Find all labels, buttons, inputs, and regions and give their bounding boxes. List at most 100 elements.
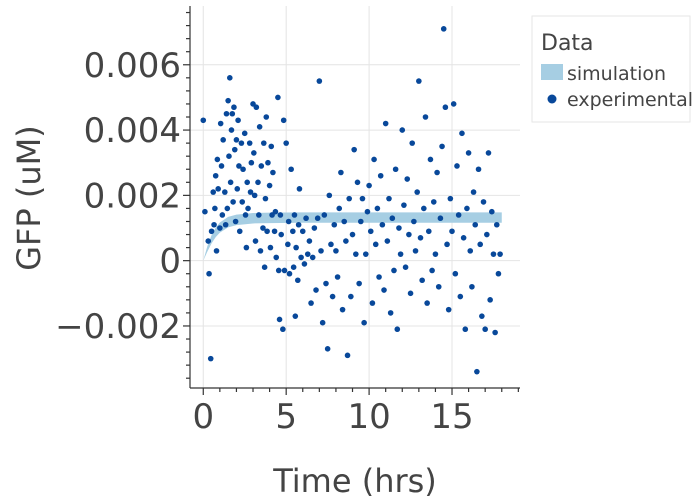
- data-point: [351, 146, 357, 153]
- data-point: [281, 267, 288, 274]
- data-point: [217, 120, 224, 127]
- simulation-layer: [203, 212, 502, 261]
- data-point: [452, 270, 459, 277]
- data-point: [222, 189, 228, 195]
- data-point: [224, 205, 231, 212]
- data-point: [348, 293, 354, 300]
- data-point: [215, 186, 221, 192]
- data-point: [366, 182, 372, 189]
- data-point: [275, 267, 282, 274]
- data-point: [331, 221, 338, 228]
- data-point: [497, 251, 503, 257]
- y-tick-label: 0.006: [84, 46, 181, 86]
- data-point: [416, 78, 422, 84]
- data-point: [270, 169, 276, 176]
- legend-marker-experimental: [547, 94, 557, 104]
- data-point: [485, 150, 492, 156]
- data-point: [356, 280, 362, 287]
- data-point: [484, 231, 490, 238]
- y-tick-label: 0.002: [84, 176, 181, 216]
- data-point: [261, 264, 268, 271]
- data-point: [251, 150, 257, 156]
- data-point: [354, 179, 361, 186]
- data-point: [207, 355, 214, 362]
- data-point: [467, 248, 474, 254]
- data-point: [286, 270, 293, 277]
- data-point: [293, 244, 299, 251]
- y-axis-title: GFP (uM): [10, 125, 48, 271]
- x-axis-title: Time (hrs): [272, 462, 437, 500]
- data-point: [213, 248, 220, 254]
- legend-title: Data: [541, 31, 594, 56]
- data-point: [472, 221, 479, 228]
- data-point: [273, 254, 280, 261]
- data-point: [267, 244, 274, 251]
- axes-layer: 0 5 10 15 −0.002 0 0.002 0.004 0.006: [55, 6, 520, 437]
- data-point: [482, 326, 488, 333]
- data-point: [407, 290, 414, 297]
- data-point: [262, 195, 269, 202]
- data-point: [490, 251, 497, 257]
- data-point: [391, 267, 397, 274]
- data-point: [432, 251, 439, 257]
- data-point: [454, 163, 460, 169]
- data-point: [459, 130, 465, 137]
- data-point: [439, 143, 445, 150]
- data-point: [226, 153, 232, 159]
- data-point: [392, 166, 399, 173]
- data-point: [495, 270, 502, 277]
- data-point: [402, 264, 409, 271]
- x-tick-label: 15: [430, 397, 473, 437]
- data-point: [371, 156, 377, 163]
- data-point: [243, 244, 250, 251]
- data-point: [493, 221, 500, 228]
- data-point: [414, 189, 420, 195]
- data-point: [409, 140, 416, 146]
- data-point: [447, 195, 454, 202]
- data-point: [379, 221, 386, 228]
- data-point: [231, 146, 238, 153]
- data-point: [381, 287, 387, 293]
- data-point: [353, 251, 359, 257]
- data-point: [223, 110, 230, 117]
- data-point: [427, 156, 434, 163]
- data-point: [239, 199, 246, 205]
- data-point: [242, 212, 249, 218]
- data-point: [228, 127, 235, 133]
- data-point: [255, 179, 261, 186]
- data-point: [306, 238, 313, 244]
- data-point: [386, 195, 392, 202]
- data-point: [445, 306, 452, 313]
- data-point: [462, 326, 469, 333]
- data-point: [256, 212, 262, 218]
- data-point: [210, 189, 217, 195]
- data-point: [474, 368, 480, 375]
- data-point: [311, 225, 318, 231]
- data-point: [212, 205, 218, 212]
- data-point: [271, 228, 278, 235]
- data-point: [296, 186, 303, 192]
- data-point: [314, 215, 321, 222]
- data-point: [235, 117, 241, 124]
- data-point: [457, 293, 464, 300]
- data-point: [220, 137, 226, 143]
- data-point: [253, 104, 260, 111]
- data-point: [260, 225, 266, 231]
- data-point: [265, 159, 271, 166]
- data-point: [364, 208, 371, 215]
- data-point: [285, 241, 291, 248]
- data-point: [323, 280, 329, 287]
- data-point: [231, 104, 237, 111]
- data-point: [374, 205, 381, 212]
- data-point: [263, 114, 270, 120]
- data-point: [329, 293, 336, 300]
- data-point: [285, 218, 292, 225]
- data-point: [222, 221, 229, 228]
- data-point: [367, 228, 374, 235]
- data-point: [272, 208, 279, 215]
- data-point: [240, 166, 246, 173]
- data-point: [435, 283, 442, 290]
- data-point: [389, 215, 396, 222]
- data-point: [303, 215, 309, 222]
- data-point: [421, 205, 427, 212]
